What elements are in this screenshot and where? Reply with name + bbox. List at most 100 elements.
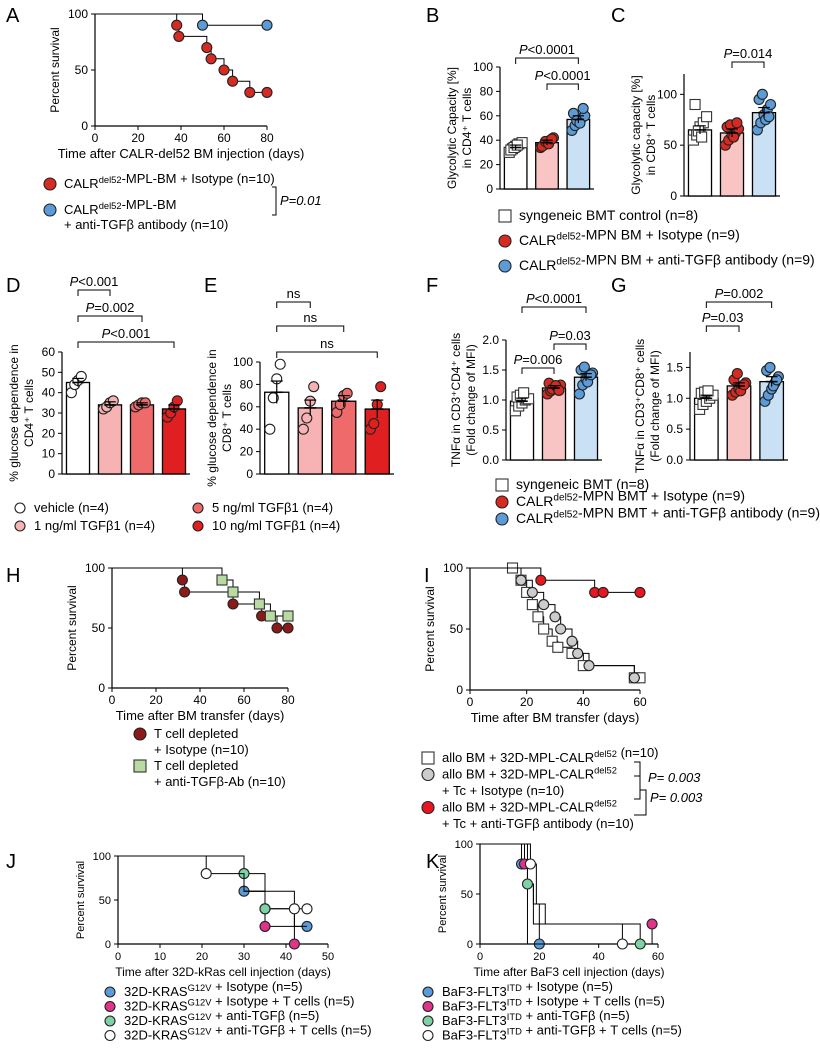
legend-label: 32D-KRASG12V + anti-TGFβ (n=5) [124,1008,319,1028]
data-point [107,395,119,407]
significance-bracket [521,306,587,313]
y-tick-label: 100 [93,851,111,863]
legend-label: allo BM + 32D-MPL-CALRdel52 [442,766,617,782]
survival-marker [524,858,536,870]
significance-bracket [705,325,740,332]
bar-plot-G: 0.0 0.5 1.0 1.5 TNFα in CD3⁺CD8⁺ cells (Fold … [633,286,788,473]
survival-marker [261,86,273,98]
survival-marker [253,598,265,610]
y-tick-label: 1.5 [666,360,683,374]
legend-label: + Tc + anti-TGFβ antibody (n=10) [442,816,634,831]
data-point [274,358,286,370]
survival-curve [470,567,640,593]
survival-marker [634,586,646,598]
y-tick-label: 0.0 [482,453,499,467]
x-tick-label: 80 [281,693,295,707]
legend-A-1: CALRdel52-MPL-BM + Isotype (n=10) [43,171,275,191]
y-tick-label: 80 [240,377,254,391]
panel-label-J: J [6,851,16,873]
bar [97,404,123,475]
significance-bracket [705,301,773,308]
survival-marker [179,586,191,598]
x-axis-label: Time after BM transfer (days) [471,710,640,725]
data-point [689,98,701,111]
significance-bracket [276,325,345,332]
survival-marker [282,622,294,634]
legend-label: 32D-KRASG12V + Isotype + T cells (n=5) [124,994,354,1014]
survival-marker [546,635,558,647]
panel-label-B: B [426,5,439,27]
bar-plot-F: 0.0 0.5 1.0 1.5 2.0 TNFα in CD3⁺CD4⁺ cells (Fo… [449,291,602,467]
legend-label: CALRdel52-MPN BM + Isotype (n=9) [519,227,740,248]
legend-marker [133,727,147,741]
y-tick-label: 40 [480,133,494,147]
significance-label: P=0.002 [86,300,135,315]
legend-marker [498,259,512,273]
survival-marker [535,574,547,586]
survival-plot-J: 0 10 20 30 40 50 0 50 100 Time after 32D-kRas cel… [75,851,334,979]
x-tick-label: 20 [131,131,145,145]
significance-label: P=0.006 [514,352,563,367]
survival-marker [216,574,228,586]
legend-marker [498,209,512,223]
y-tick-label: 50 [664,138,678,152]
y-axis-label: TNFα in CD3⁺CD8⁺ cells [633,339,647,473]
legend-label: 10 ng/ml TGFβ1 (n=4) [212,518,340,533]
data-point [301,412,313,424]
significance-label: P=0.014 [724,46,773,61]
legend-marker [43,203,57,217]
y-tick-label: 0.0 [666,453,683,467]
y-tick-label: 0.5 [482,423,499,437]
p-value: P= 0.003 [648,770,701,785]
x-tick-label: 40 [577,695,591,709]
data-point [546,133,558,145]
legend-I: allo BM + 32D-MPL-CALRdel52 (n=10)allo B… [421,745,659,831]
y-tick-label: 20 [480,158,494,172]
x-tick-label: 40 [593,951,605,963]
survival-marker [583,660,595,672]
legend-marker [14,520,26,532]
survival-plot-H: 0 20 40 60 80 0 50 100 Time after BM transfer (d… [65,561,295,723]
y-tick-label: 1.0 [666,391,683,405]
survival-marker [555,623,567,635]
y-axis-label: Glycolytic Capacity [%] [445,67,459,189]
legend-label: + Isotype (n=10) [154,742,249,757]
y-axis-label: Percent survival [423,586,437,671]
x-tick-label: 60 [633,695,647,709]
legend-label: allo BM + 32D-MPL-CALRdel52 (n=10) [442,745,659,765]
x-axis-label: Time after BaF3 cell injection (days) [474,965,665,979]
legend-label: BaF3-FLT3ITD + anti-TGFβ (n=5) [442,1008,630,1028]
legend-bracket [634,761,641,799]
survival-marker [218,64,230,76]
data-point [264,423,276,435]
y-tick-label: 100 [443,561,463,575]
survival-marker [515,574,527,586]
x-tick-label: 20 [196,951,208,963]
survival-marker [538,599,550,611]
x-tick-label: 0 [115,951,121,963]
survival-marker [271,622,283,634]
survival-curve [470,567,640,679]
data-point [731,117,743,129]
y-tick-label: 10 [42,447,56,461]
panel-label-I: I [424,565,430,587]
significance-label: ns [303,310,317,325]
x-tick-label: 40 [280,951,292,963]
survival-marker [552,641,564,653]
legend-label: BaF3-FLT3ITD + Isotype + T cells (n=5) [442,994,665,1014]
significance-label: P<0.0001 [526,291,582,306]
x-tick-label: 60 [217,131,231,145]
p-value: P= 0.003 [650,790,703,805]
x-tick-label: 20 [149,693,163,707]
y-tick-label: 20 [42,426,56,440]
panel-label-E: E [204,275,217,297]
y-tick-label: 80 [480,84,494,98]
data-point [518,387,530,399]
survival-marker [532,611,544,623]
legend-label: 32D-KRASG12V + Isotype (n=5) [124,979,303,999]
x-tick-label: 0 [92,131,99,145]
x-tick-label: 50 [322,951,334,963]
y-tick-label: 0 [81,119,88,133]
significance-bracket [515,57,579,64]
